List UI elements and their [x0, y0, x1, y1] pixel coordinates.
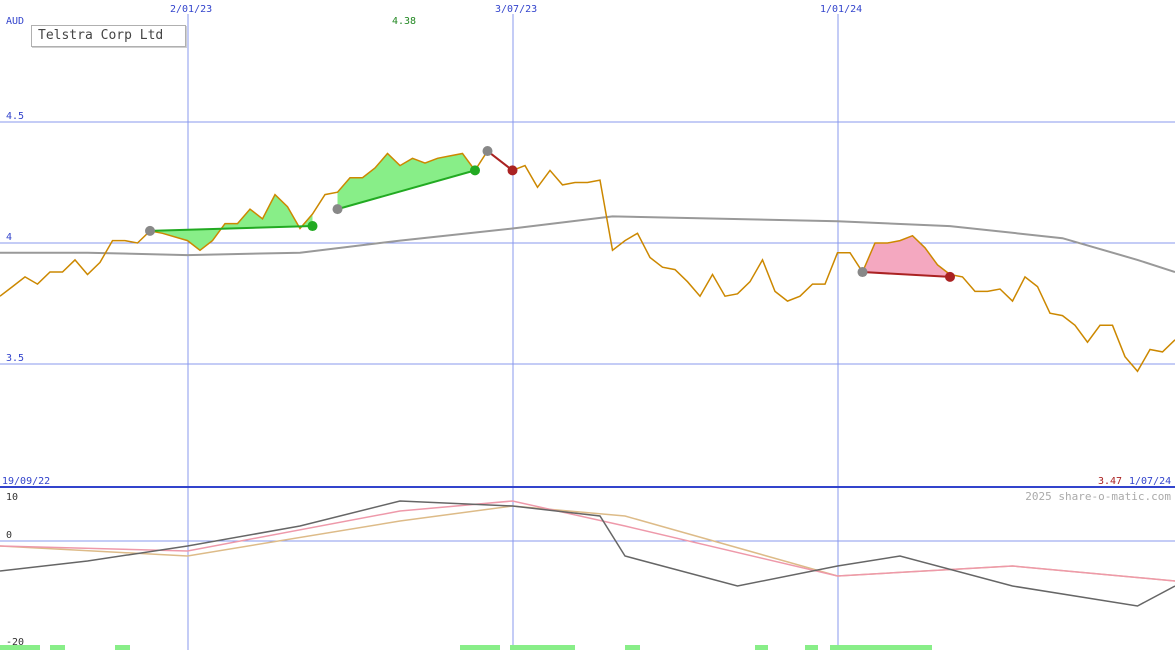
price-tick-label: 3.5: [6, 353, 24, 364]
volume-bar: [625, 645, 640, 650]
loss-area: [862, 235, 950, 277]
volume-bar: [510, 645, 575, 650]
price-tick-label: 4: [6, 232, 12, 243]
volume-bar: [115, 645, 130, 650]
price-line: [0, 149, 1175, 373]
signal-exit-marker: [945, 271, 955, 282]
volume-bar: [805, 645, 818, 650]
signal-trend-line: [862, 271, 951, 278]
signal-trend-line: [337, 169, 476, 211]
date-tick-label: 1/01/24: [820, 4, 862, 15]
volume-bar: [460, 645, 500, 650]
gain-area: [150, 194, 313, 251]
oscillator-signal_fast-line: [0, 500, 1175, 582]
peak-label: 4.38: [392, 16, 416, 27]
signal-entry-marker: [482, 146, 493, 157]
oscillator-tick-label: 10: [6, 492, 18, 503]
signal-exit-marker: [470, 165, 480, 176]
watermark: 2025 share-o-matic.com: [1025, 490, 1171, 503]
volume-bar: [755, 645, 768, 650]
signal-fills: [0, 151, 950, 650]
date-tick-label: 3/07/23: [495, 4, 537, 15]
volume-bar: [830, 645, 932, 650]
signal-trend-line: [486, 150, 514, 172]
grid-lines: [0, 14, 1175, 650]
price-tick-label: 4.5: [6, 111, 24, 122]
axis-labels: AUD 4.38 19/09/22 3.47 1/07/24 4.5 4 3.5 2/…: [2, 4, 1171, 648]
series-lines: [0, 149, 1175, 607]
volume-bar: [50, 645, 65, 650]
oscillator-tick-label: 0: [6, 530, 12, 541]
oscillator-tick-label: -20: [6, 637, 24, 648]
moving-average-line: [0, 215, 1175, 273]
last-price-label: 3.47: [1098, 476, 1122, 487]
signal-entry-marker: [145, 225, 155, 236]
signal-markers: [145, 146, 955, 282]
end-date-label: 1/07/24: [1129, 476, 1171, 487]
oscillator-oscillator-line: [0, 500, 1175, 607]
gain-area: [337, 153, 475, 210]
signal-entry-marker: [857, 267, 868, 278]
date-tick-label: 2/01/23: [170, 4, 212, 15]
signal-exit-marker: [507, 165, 518, 176]
start-date-label: 19/09/22: [2, 476, 50, 487]
signal-entry-marker: [332, 204, 343, 215]
volume-bar: [0, 645, 40, 650]
chart-title: Telstra Corp Ltd: [31, 25, 186, 47]
signal-exit-marker: [307, 221, 318, 232]
signal-trend-line: [149, 225, 313, 232]
currency-label: AUD: [6, 16, 24, 27]
